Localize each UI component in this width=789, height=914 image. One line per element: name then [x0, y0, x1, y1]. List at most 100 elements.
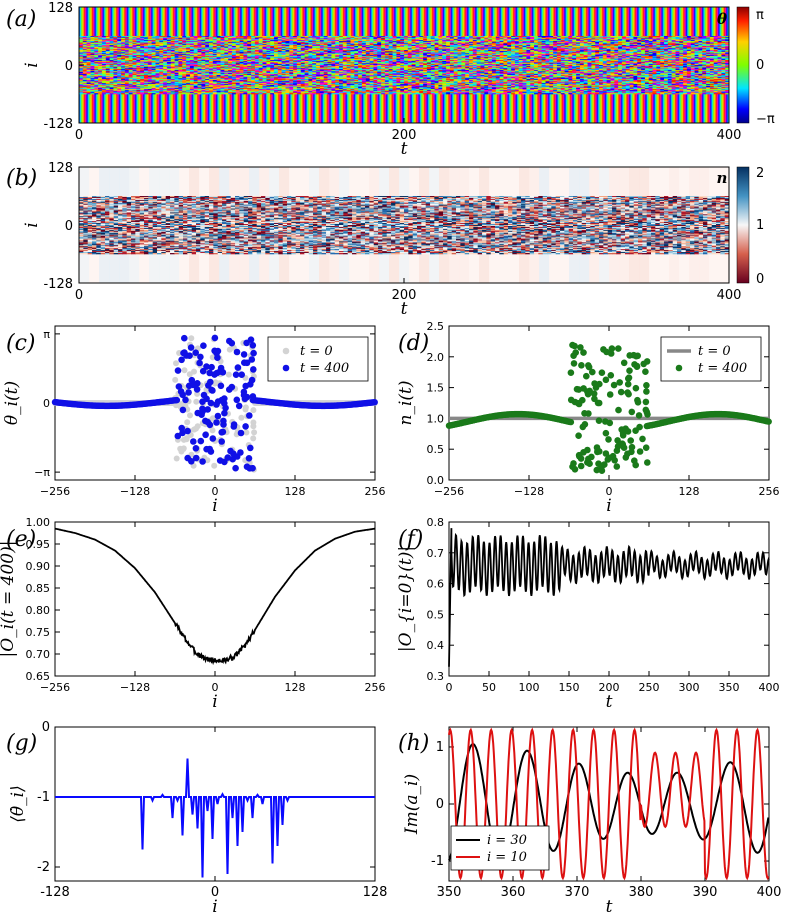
heatmap-a-cell [480, 39, 485, 41]
heatmap-a-cell [430, 43, 436, 45]
heatmap-a-cell [599, 39, 604, 41]
heatmap-a-cell [151, 42, 156, 44]
heatmap-a-cell [270, 43, 275, 45]
heatmap-a-cell [251, 50, 256, 52]
heatmap-a-cell [434, 38, 439, 40]
heatmap-a-cell [449, 47, 455, 49]
heatmap-a-cell [350, 40, 355, 42]
heatmap-a-cell [132, 42, 137, 44]
heatmap-a-cell [396, 38, 401, 40]
heatmap-a-cell [629, 50, 634, 52]
heatmap-a-cell [499, 38, 504, 40]
heatmap-a-cell [163, 36, 168, 38]
heatmap-a-cell [526, 45, 531, 47]
heatmap-a-cell [465, 41, 470, 43]
heatmap-a-cell [220, 38, 225, 40]
heatmap-a-cell [136, 43, 141, 45]
heatmap-a-cell [518, 42, 523, 44]
heatmap-a-cell [178, 52, 183, 54]
heatmap-a-cell [296, 53, 302, 55]
heatmap-a-cell [235, 36, 241, 38]
heatmap-a-cell [686, 43, 692, 45]
heatmap-a-cell [346, 49, 351, 51]
heatmap-a-cell [541, 45, 546, 47]
heatmap-a-cell [541, 38, 546, 40]
heatmap-a-cell [354, 40, 359, 42]
heatmap-a-cell [648, 43, 653, 45]
heatmap-a-cell [599, 51, 604, 53]
heatmap-a-cell [491, 45, 497, 47]
heatmap-a-cell [625, 36, 631, 38]
heatmap-a-cell [98, 45, 103, 47]
heatmap-a-cell [407, 47, 413, 49]
heatmap-a-cell [377, 36, 382, 38]
heatmap-a-cell [178, 45, 183, 48]
heatmap-a-cell [358, 50, 363, 53]
heatmap-a-cell [94, 53, 99, 55]
heatmap-a-cell [449, 43, 455, 45]
heatmap-a-cell [511, 53, 516, 55]
heatmap-a-cell [595, 40, 600, 42]
heatmap-a-cell [254, 45, 260, 48]
heatmap-a-cell [186, 45, 191, 47]
heatmap-a-cell [606, 52, 611, 54]
heatmap-a-cell [556, 40, 562, 42]
heatmap-a-cell [618, 45, 623, 48]
heatmap-a-cell [186, 54, 191, 56]
heatmap-a-cell [476, 44, 481, 46]
heatmap-a-cell [411, 39, 416, 41]
heatmap-a-cell [495, 43, 501, 45]
heatmap-a-cell [377, 39, 382, 41]
heatmap-a-cell [254, 36, 260, 38]
heatmap-a-cell [113, 51, 118, 53]
heatmap-a-cell [717, 52, 722, 54]
heatmap-a-cell [625, 48, 631, 50]
heatmap-a-cell [507, 45, 512, 47]
heatmap-a-cell [121, 41, 126, 43]
heatmap-a-cell [679, 40, 684, 43]
heatmap-a-cell [560, 48, 566, 50]
heatmap-a-cell [556, 52, 562, 54]
heatmap-a-cell [660, 52, 665, 54]
heatmap-a-cell [228, 49, 233, 51]
heatmap-a-cell [254, 42, 260, 44]
heatmap-a-cell [224, 50, 229, 52]
heatmap-a-cell [350, 53, 355, 55]
heatmap-a-cell [258, 42, 263, 44]
heatmap-a-cell [277, 50, 283, 53]
heatmap-a-cell [579, 40, 585, 43]
heatmap-a-cell [281, 53, 286, 55]
heatmap-a-cell [472, 46, 478, 48]
heatmap-a-cell [453, 36, 458, 38]
heatmap-a-cell [289, 40, 294, 42]
heatmap-a-cell [449, 45, 455, 47]
heatmap-a-cell [660, 45, 665, 48]
heatmap-a-cell [174, 49, 179, 51]
heatmap-a-cell [419, 36, 424, 38]
heatmap-a-cell [656, 49, 661, 51]
heatmap-a-cell [514, 49, 520, 51]
heatmap-a-cell [453, 37, 458, 39]
heatmap-a-cell [415, 50, 420, 53]
heatmap-a-cell [702, 51, 707, 53]
heatmap-a-cell [568, 53, 573, 55]
heatmap-a-cell [621, 49, 627, 51]
heatmap-a-cell [254, 50, 260, 53]
heatmap-a-cell [323, 45, 328, 48]
heatmap-a-cell [231, 38, 237, 40]
heatmap-a-cell [377, 53, 382, 55]
heatmap-a-cell [239, 46, 244, 48]
heatmap-a-cell [633, 40, 638, 42]
heatmap-a-cell [541, 53, 546, 55]
heatmap-a-cell [163, 43, 168, 45]
heatmap-a-cell [469, 40, 474, 43]
heatmap-a-cell [254, 44, 260, 46]
heatmap-a-cell [534, 40, 539, 42]
heatmap-a-cell [316, 44, 321, 46]
heatmap-a-cell [388, 45, 393, 48]
heatmap-a-cell [488, 45, 493, 47]
heatmap-a-cell [155, 54, 160, 56]
heatmap-a-cell [327, 40, 332, 43]
heatmap-a-cell [231, 41, 237, 43]
heatmap-a-cell [725, 48, 729, 50]
